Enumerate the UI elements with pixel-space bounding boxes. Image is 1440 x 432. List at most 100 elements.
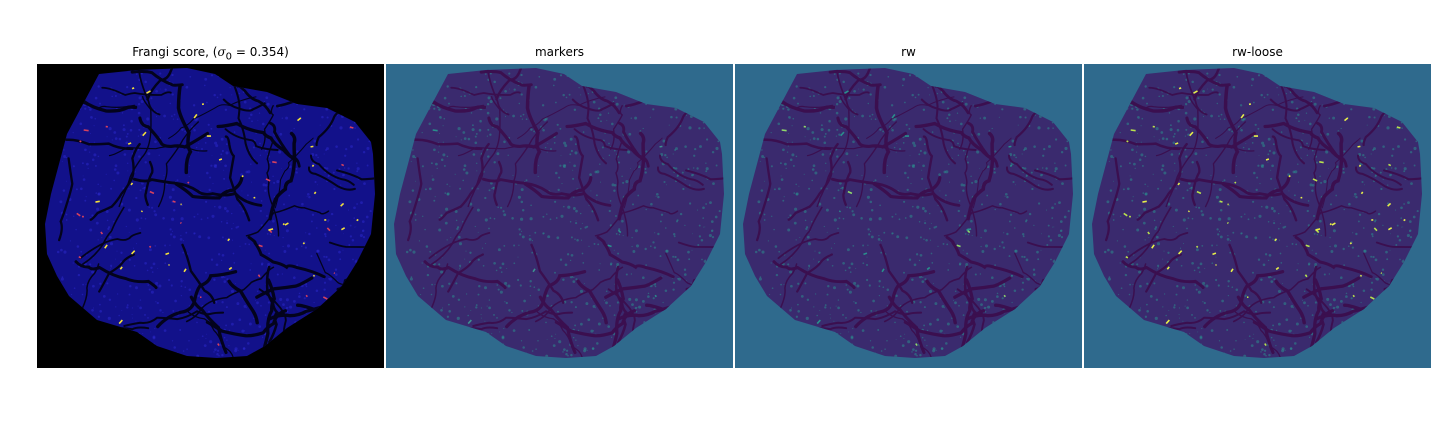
rw-loose-svg — [1084, 64, 1431, 368]
highlight-mark — [258, 244, 263, 248]
highlight-mark — [926, 266, 931, 271]
highlight-mark — [863, 252, 868, 256]
highlight-mark — [1344, 117, 1349, 122]
highlight-mark — [781, 129, 787, 132]
highlight-mark — [79, 140, 82, 143]
highlight-mark — [532, 268, 536, 273]
panel-title: rw — [901, 45, 916, 59]
highlight-mark — [1248, 103, 1252, 106]
highlight-mark — [140, 210, 143, 213]
panel-markers: markers — [386, 0, 733, 432]
highlight-mark — [1174, 142, 1179, 145]
highlight-mark — [180, 203, 182, 206]
frangi-score-image — [37, 64, 384, 368]
highlight-mark — [253, 196, 256, 199]
highlight-mark — [105, 125, 108, 128]
rw-image — [735, 64, 1082, 368]
highlight-mark — [1234, 181, 1237, 184]
highlight-mark — [127, 142, 132, 145]
highlight-mark — [1227, 203, 1229, 206]
highlight-mark — [206, 135, 212, 137]
highlight-mark — [310, 145, 314, 148]
highlight-mark — [183, 268, 187, 273]
highlight-mark — [340, 227, 346, 231]
highlight-mark — [326, 227, 331, 232]
highlight-mark — [1265, 158, 1270, 161]
highlight-mark — [265, 178, 271, 182]
highlight-mark — [1388, 163, 1392, 167]
highlight-mark — [1331, 222, 1336, 226]
highlight-mark — [1177, 182, 1181, 186]
highlight-mark — [1130, 129, 1136, 132]
title-math-subscript: 0 — [225, 51, 233, 63]
panel-title: rw-loose — [1232, 45, 1283, 59]
highlight-mark — [1275, 266, 1280, 271]
highlight-mark — [1009, 164, 1013, 168]
highlight-mark — [1329, 222, 1332, 226]
highlight-mark — [241, 174, 244, 178]
highlight-mark — [333, 272, 336, 275]
highlight-mark — [82, 215, 84, 218]
highlight-mark — [100, 231, 104, 235]
highlight-mark — [1403, 218, 1406, 222]
highlight-mark — [131, 250, 136, 255]
highlight-mark — [1230, 268, 1234, 273]
highlight-mark — [218, 158, 223, 161]
highlight-mark — [866, 264, 868, 266]
highlight-mark — [1166, 266, 1170, 270]
title-suffix: = 0.354) — [232, 45, 289, 59]
highlight-mark — [1142, 200, 1147, 203]
markers-image — [386, 64, 733, 368]
highlight-mark — [1010, 274, 1014, 277]
highlight-mark — [313, 191, 317, 195]
highlight-mark — [268, 228, 274, 231]
highlight-mark — [966, 228, 972, 231]
highlight-mark — [607, 244, 612, 248]
highlight-mark — [1008, 145, 1012, 148]
highlight-mark — [227, 238, 231, 242]
highlight-mark — [272, 161, 277, 164]
highlight-mark — [847, 190, 853, 195]
highlight-mark — [1152, 125, 1155, 128]
highlight-mark — [803, 125, 806, 128]
highlight-mark — [891, 113, 896, 119]
highlight-mark — [1253, 135, 1259, 137]
highlight-mark — [1300, 196, 1303, 199]
highlight-mark — [130, 182, 134, 186]
highlight-mark — [1219, 200, 1223, 203]
highlight-mark — [340, 202, 345, 207]
highlight-mark — [349, 126, 354, 129]
highlight-mark — [187, 181, 190, 184]
highlight-mark — [302, 242, 306, 245]
highlight-mark — [1123, 212, 1128, 217]
highlight-mark — [1288, 174, 1291, 178]
highlight-mark — [1151, 244, 1155, 249]
rw-svg — [735, 64, 1082, 368]
highlight-mark — [1226, 222, 1229, 224]
highlight-mark — [1349, 242, 1353, 245]
highlight-mark — [1215, 264, 1217, 266]
highlight-mark — [1129, 215, 1131, 218]
highlight-mark — [838, 210, 841, 213]
highlight-mark — [1246, 296, 1249, 299]
highlight-mark — [1189, 131, 1194, 137]
highlight-mark — [1274, 238, 1278, 242]
panel-rw-loose: rw-loose — [1084, 0, 1431, 432]
highlight-mark — [104, 244, 108, 249]
highlight-mark — [1357, 145, 1361, 148]
highlight-mark — [432, 129, 438, 132]
highlight-mark — [356, 218, 359, 222]
highlight-mark — [257, 274, 261, 278]
highlight-mark — [172, 200, 176, 203]
highlight-mark — [1380, 272, 1383, 275]
highlight-mark — [1240, 113, 1245, 119]
highlight-mark — [1178, 87, 1182, 90]
highlight-mark — [1126, 140, 1129, 143]
panel-frangi-score: Frangi score, (σ0 = 0.354) — [37, 0, 384, 432]
highlight-mark — [119, 266, 123, 270]
highlight-mark — [659, 145, 663, 148]
highlight-mark — [904, 135, 910, 137]
highlight-mark — [179, 222, 182, 224]
highlight-mark — [1396, 126, 1401, 129]
highlight-mark — [1371, 219, 1374, 221]
